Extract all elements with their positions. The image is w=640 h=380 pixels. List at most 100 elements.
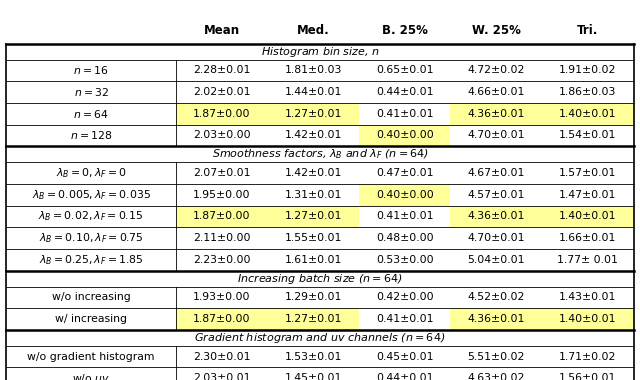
Text: 1.40±0.01: 1.40±0.01	[559, 211, 616, 222]
Text: Smoothness factors, $\lambda_B$ and $\lambda_F$ ($n = 64$): Smoothness factors, $\lambda_B$ and $\la…	[212, 147, 428, 161]
Bar	[451, 103, 542, 125]
Bar	[176, 103, 268, 125]
Text: 4.66±0.01: 4.66±0.01	[468, 87, 525, 97]
Text: $\lambda_B = 0.02, \lambda_F = 0.15$: $\lambda_B = 0.02, \lambda_F = 0.15$	[38, 209, 144, 223]
Text: 4.57±0.01: 4.57±0.01	[468, 190, 525, 200]
Bar	[268, 308, 359, 330]
Text: 1.81±0.03: 1.81±0.03	[284, 65, 342, 76]
Text: 4.70±0.01: 4.70±0.01	[467, 233, 525, 243]
Text: Mean: Mean	[204, 24, 239, 37]
Text: 1.56±0.01: 1.56±0.01	[559, 373, 616, 380]
Text: 4.63±0.02: 4.63±0.02	[468, 373, 525, 380]
Text: 1.45±0.01: 1.45±0.01	[284, 373, 342, 380]
Text: 0.41±0.01: 0.41±0.01	[376, 211, 433, 222]
Text: 1.29±0.01: 1.29±0.01	[284, 292, 342, 302]
Text: 1.66±0.01: 1.66±0.01	[559, 233, 616, 243]
Text: Increasing batch size ($n = 64$): Increasing batch size ($n = 64$)	[237, 272, 403, 285]
Text: 4.70±0.01: 4.70±0.01	[467, 130, 525, 141]
Text: 4.67±0.01: 4.67±0.01	[468, 168, 525, 178]
Bar	[542, 103, 634, 125]
Text: 1.43±0.01: 1.43±0.01	[559, 292, 616, 302]
Text: 0.40±0.00: 0.40±0.00	[376, 130, 433, 141]
Text: 1.95±0.00: 1.95±0.00	[193, 190, 250, 200]
Text: 1.42±0.01: 1.42±0.01	[284, 168, 342, 178]
Text: 1.87±0.00: 1.87±0.00	[193, 314, 250, 324]
Text: 1.61±0.01: 1.61±0.01	[284, 255, 342, 265]
Text: 0.44±0.01: 0.44±0.01	[376, 373, 433, 380]
Text: 0.41±0.01: 0.41±0.01	[376, 314, 433, 324]
Text: 5.04±0.01: 5.04±0.01	[467, 255, 525, 265]
Text: 1.44±0.01: 1.44±0.01	[284, 87, 342, 97]
Text: 0.42±0.00: 0.42±0.00	[376, 292, 433, 302]
Text: 4.72±0.02: 4.72±0.02	[468, 65, 525, 76]
Text: 1.27±0.01: 1.27±0.01	[284, 109, 342, 119]
Text: W. 25%: W. 25%	[472, 24, 521, 37]
Bar	[542, 308, 634, 330]
Text: Histogram bin size, $n$: Histogram bin size, $n$	[260, 45, 380, 59]
Text: $n = 32$: $n = 32$	[74, 86, 109, 98]
Text: 1.40±0.01: 1.40±0.01	[559, 109, 616, 119]
Text: 1.71±0.02: 1.71±0.02	[559, 352, 616, 362]
Bar	[451, 308, 542, 330]
Text: 0.53±0.00: 0.53±0.00	[376, 255, 433, 265]
Text: 0.44±0.01: 0.44±0.01	[376, 87, 433, 97]
Text: 2.03±0.01: 2.03±0.01	[193, 373, 250, 380]
Text: 4.36±0.01: 4.36±0.01	[468, 211, 525, 222]
Text: $\lambda_B = 0, \lambda_F = 0$: $\lambda_B = 0, \lambda_F = 0$	[56, 166, 127, 180]
Bar	[451, 206, 542, 227]
Text: w/o gradient histogram: w/o gradient histogram	[28, 352, 155, 362]
Text: 4.52±0.02: 4.52±0.02	[468, 292, 525, 302]
Text: w/o $uv$: w/o $uv$	[72, 372, 110, 380]
Text: 1.87±0.00: 1.87±0.00	[193, 109, 250, 119]
Text: $\lambda_B = 0.005, \lambda_F = 0.035$: $\lambda_B = 0.005, \lambda_F = 0.035$	[31, 188, 150, 202]
Bar	[268, 103, 359, 125]
Text: Tri.: Tri.	[577, 24, 598, 37]
Text: 5.51±0.02: 5.51±0.02	[468, 352, 525, 362]
Text: 1.47±0.01: 1.47±0.01	[559, 190, 616, 200]
Text: 0.45±0.01: 0.45±0.01	[376, 352, 433, 362]
Text: 1.42±0.01: 1.42±0.01	[284, 130, 342, 141]
Text: 1.40±0.01: 1.40±0.01	[559, 314, 616, 324]
Text: 2.23±0.00: 2.23±0.00	[193, 255, 250, 265]
Text: 1.27±0.01: 1.27±0.01	[284, 211, 342, 222]
Text: w/ increasing: w/ increasing	[55, 314, 127, 324]
Text: 1.87±0.00: 1.87±0.00	[193, 211, 250, 222]
Text: 1.54±0.01: 1.54±0.01	[559, 130, 616, 141]
Text: 1.31±0.01: 1.31±0.01	[284, 190, 342, 200]
Text: 4.36±0.01: 4.36±0.01	[468, 314, 525, 324]
Text: 2.03±0.00: 2.03±0.00	[193, 130, 250, 141]
Text: 1.86±0.03: 1.86±0.03	[559, 87, 616, 97]
Text: Gradient histogram and $uv$ channels ($n = 64$): Gradient histogram and $uv$ channels ($n…	[195, 331, 445, 345]
Text: 0.65±0.01: 0.65±0.01	[376, 65, 433, 76]
Text: 1.27±0.01: 1.27±0.01	[284, 314, 342, 324]
Text: $n = 64$: $n = 64$	[74, 108, 109, 120]
Bar	[542, 206, 634, 227]
Bar	[359, 184, 451, 206]
Text: 2.07±0.01: 2.07±0.01	[193, 168, 250, 178]
Text: $\lambda_B = 0.10, \lambda_F = 0.75$: $\lambda_B = 0.10, \lambda_F = 0.75$	[39, 231, 143, 245]
Text: B. 25%: B. 25%	[381, 24, 428, 37]
Text: Med.: Med.	[297, 24, 330, 37]
Text: 0.47±0.01: 0.47±0.01	[376, 168, 433, 178]
Text: 4.36±0.01: 4.36±0.01	[468, 109, 525, 119]
Text: $\lambda_B = 0.25, \lambda_F = 1.85$: $\lambda_B = 0.25, \lambda_F = 1.85$	[39, 253, 143, 267]
Bar	[176, 206, 268, 227]
Text: w/o increasing: w/o increasing	[52, 292, 131, 302]
Text: 1.93±0.00: 1.93±0.00	[193, 292, 250, 302]
Text: 2.28±0.01: 2.28±0.01	[193, 65, 250, 76]
Text: 1.53±0.01: 1.53±0.01	[284, 352, 342, 362]
Text: 1.77± 0.01: 1.77± 0.01	[557, 255, 618, 265]
Text: 1.55±0.01: 1.55±0.01	[284, 233, 342, 243]
Text: 2.11±0.00: 2.11±0.00	[193, 233, 250, 243]
Text: 0.41±0.01: 0.41±0.01	[376, 109, 433, 119]
Text: 0.48±0.00: 0.48±0.00	[376, 233, 433, 243]
Text: 1.57±0.01: 1.57±0.01	[559, 168, 616, 178]
Bar	[268, 206, 359, 227]
Text: 1.91±0.02: 1.91±0.02	[559, 65, 616, 76]
Text: $n = 128$: $n = 128$	[70, 130, 112, 141]
Bar	[176, 308, 268, 330]
Text: 2.30±0.01: 2.30±0.01	[193, 352, 250, 362]
Text: 2.02±0.01: 2.02±0.01	[193, 87, 250, 97]
Text: 0.40±0.00: 0.40±0.00	[376, 190, 433, 200]
Bar	[359, 125, 451, 146]
